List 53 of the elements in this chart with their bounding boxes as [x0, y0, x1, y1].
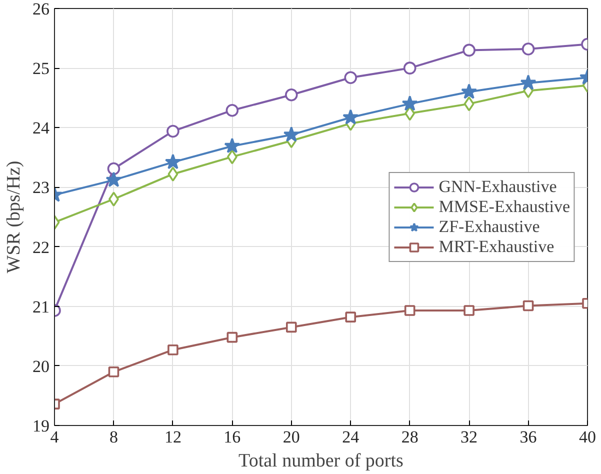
point	[345, 312, 356, 322]
point	[403, 62, 416, 74]
x-tick-label: 40	[579, 428, 596, 446]
point	[520, 74, 536, 90]
point	[226, 104, 239, 117]
point	[402, 95, 418, 111]
point	[286, 322, 297, 333]
point	[283, 126, 300, 142]
y-tick-label: 24	[32, 118, 50, 138]
x-tick-label: 24	[342, 428, 360, 446]
y-tick-label: 22	[32, 238, 50, 257]
point	[522, 42, 535, 56]
point	[166, 124, 180, 138]
y-tick-label: 26	[32, 0, 50, 18]
point	[224, 138, 240, 154]
x-tick-label: 16	[224, 428, 241, 446]
legend-label: MMSE-Exhaustive	[438, 196, 570, 216]
y-tick-label: 20	[32, 356, 50, 376]
point	[164, 154, 181, 170]
point	[344, 71, 358, 84]
point	[404, 106, 416, 121]
y-axis-title: WSR (bps/Hz)	[4, 160, 24, 274]
y-tick-label: 25	[32, 59, 50, 78]
x-tick-label: 36	[520, 428, 537, 446]
legend-label: GNN-Exhaustive	[438, 176, 557, 196]
point	[462, 44, 476, 57]
legend-label: MRT-Exhaustive	[438, 236, 554, 256]
y-tick-label: 19	[32, 416, 50, 436]
point	[461, 84, 478, 99]
x-tick-label: 8	[109, 428, 118, 446]
x-tick-label: 4	[50, 428, 60, 446]
point	[464, 96, 474, 112]
point	[342, 109, 359, 124]
x-tick-label: 12	[164, 428, 182, 446]
point	[108, 192, 119, 207]
legend-label: ZF-Exhaustive	[438, 216, 540, 236]
x-tick-label: 20	[282, 428, 300, 446]
x-axis-title: Total number of ports	[238, 450, 404, 472]
point	[107, 162, 120, 176]
point	[106, 172, 122, 188]
point	[226, 149, 238, 164]
y-tick-label: 23	[32, 178, 50, 198]
point	[404, 305, 416, 316]
point	[168, 166, 178, 182]
point	[168, 344, 178, 356]
point	[522, 300, 534, 312]
x-tick-label: 32	[460, 428, 478, 446]
point	[108, 366, 120, 378]
point	[464, 305, 474, 316]
y-tick-label: 21	[32, 297, 50, 316]
point	[284, 88, 298, 102]
point	[226, 332, 238, 343]
x-tick-label: 28	[401, 428, 418, 446]
